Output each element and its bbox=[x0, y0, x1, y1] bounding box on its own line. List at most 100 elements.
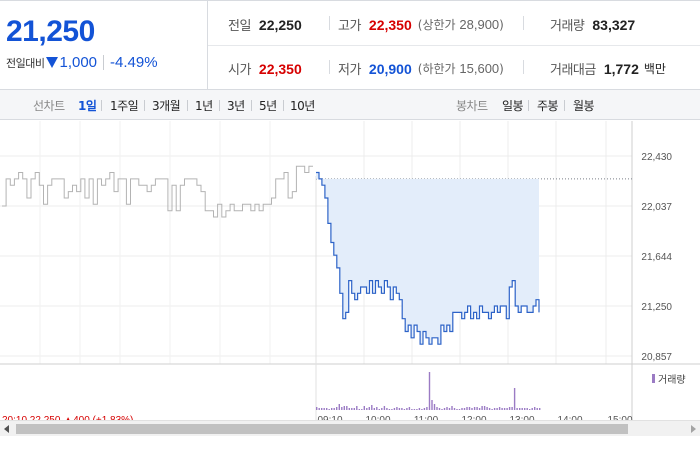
period-tab-3m[interactable]: 3개월 bbox=[152, 99, 181, 113]
period-tab-5y[interactable]: 5년 bbox=[259, 99, 277, 113]
volume-bar bbox=[461, 408, 463, 410]
period-tab-1w[interactable]: 1주일 bbox=[110, 99, 139, 113]
divider bbox=[329, 16, 330, 30]
volume-bar bbox=[416, 409, 418, 410]
upper-limit-value: 28,900 bbox=[459, 17, 500, 32]
open-stat: 시가 22,350 bbox=[228, 59, 302, 79]
volume-bar bbox=[493, 408, 496, 410]
high-label: 고가 bbox=[338, 19, 361, 34]
volume-bar bbox=[378, 409, 380, 410]
price-box: 21,250 전일대비 1,000 -4.49% bbox=[0, 1, 208, 90]
volume-stat: 거래량 83,327 bbox=[550, 15, 636, 35]
volume-bar bbox=[428, 372, 431, 410]
volume-bar bbox=[471, 408, 473, 410]
chart-horizontal-scrollbar[interactable] bbox=[0, 420, 700, 436]
volume-bar bbox=[488, 408, 491, 410]
x-tick-label: 14:00 bbox=[557, 415, 582, 420]
y-tick-label: 22,037 bbox=[641, 202, 672, 213]
volume-bar bbox=[506, 408, 508, 410]
volume-bar bbox=[418, 408, 421, 410]
nav-divider bbox=[283, 100, 284, 111]
volume-bar bbox=[473, 407, 476, 410]
x-tick-label: 10:00 bbox=[365, 415, 390, 420]
lower-limit-label: 하한가 bbox=[422, 62, 456, 76]
y-tick-label: 21,250 bbox=[641, 302, 672, 313]
scroll-right-arrow-icon[interactable] bbox=[691, 425, 696, 433]
x-tick-label: 12:00 bbox=[461, 415, 486, 420]
divider bbox=[523, 16, 524, 30]
scrollbar-thumb[interactable] bbox=[16, 424, 628, 434]
divider bbox=[329, 60, 330, 74]
series-fill-today bbox=[316, 172, 539, 345]
prev-close-label: 전일 bbox=[228, 19, 251, 34]
intraday-chart[interactable]: 22,430 22,037 21,644 21,250 20,857 거래량 09:10 10… bbox=[0, 121, 700, 420]
volume-bar bbox=[376, 407, 378, 410]
volume-legend-swatch bbox=[652, 374, 655, 383]
lower-limit-value: 15,600 bbox=[459, 61, 500, 76]
volume-bar bbox=[478, 408, 481, 410]
nav-divider bbox=[144, 100, 145, 111]
divider bbox=[523, 60, 524, 74]
volume-bar bbox=[326, 408, 328, 410]
volume-bar bbox=[441, 409, 443, 410]
volume-bar bbox=[371, 405, 373, 410]
volume-bar bbox=[501, 408, 503, 410]
volume-bar bbox=[423, 408, 426, 410]
volume-bar bbox=[336, 407, 338, 410]
prev-close-value: 22,250 bbox=[258, 16, 302, 33]
down-arrow-icon bbox=[46, 57, 59, 68]
volume-bar bbox=[431, 400, 433, 410]
nav-divider bbox=[219, 100, 220, 111]
volume-bar bbox=[361, 409, 363, 410]
series-line-previous bbox=[2, 165, 313, 218]
volume-bar bbox=[338, 404, 340, 410]
period-tab-1d[interactable]: 1일 bbox=[78, 99, 97, 113]
volume-bar bbox=[426, 407, 428, 410]
volume-bar bbox=[328, 409, 330, 410]
volume-bar bbox=[358, 409, 360, 410]
quote-panel: 21,250 전일대비 1,000 -4.49% 전일 22,250 고가 22… bbox=[0, 0, 700, 90]
volume-bar bbox=[351, 408, 353, 410]
period-tab-1y[interactable]: 1년 bbox=[195, 99, 213, 113]
volume-bar bbox=[433, 404, 436, 410]
volume-bar bbox=[526, 408, 528, 410]
volume-bar bbox=[534, 407, 536, 410]
candle-tab-daily[interactable]: 일봉 bbox=[502, 99, 524, 113]
volume-bar bbox=[398, 408, 401, 410]
volume-bar bbox=[393, 408, 396, 410]
y-tick-label: 20,857 bbox=[641, 352, 672, 363]
volume-bar bbox=[511, 407, 513, 410]
volume-bar bbox=[508, 407, 511, 410]
volume-bar bbox=[383, 406, 386, 410]
volume-bar bbox=[516, 408, 518, 410]
volume-bar bbox=[411, 409, 413, 410]
volume-bar bbox=[331, 408, 333, 410]
volume-bar bbox=[539, 408, 541, 410]
period-tab-10y[interactable]: 10년 bbox=[290, 99, 315, 113]
trade-value-label: 거래대금 bbox=[550, 63, 596, 78]
candle-chart-label: 봉차트 bbox=[456, 99, 488, 113]
volume-bar bbox=[321, 408, 323, 410]
scroll-left-arrow-icon[interactable] bbox=[4, 425, 9, 433]
low-label: 저가 bbox=[338, 63, 361, 78]
volume-bar bbox=[519, 408, 521, 410]
lower-limit: (하한가 15,600) bbox=[417, 61, 504, 76]
volume-bar bbox=[356, 406, 358, 410]
upper-limit-label: 상한가 bbox=[422, 18, 456, 32]
candle-tab-weekly[interactable]: 주봉 bbox=[537, 99, 559, 113]
chart-period-nav: 선차트 1일 1주일 3개월 1년 3년 5년 10년 봉차트 일봉 주봉 월봉 bbox=[0, 90, 700, 120]
line-chart-label: 선차트 bbox=[33, 99, 65, 113]
volume-bar bbox=[529, 409, 531, 410]
volume-bar bbox=[483, 406, 486, 410]
nav-divider bbox=[528, 100, 529, 111]
change-amount: 1,000 bbox=[59, 54, 98, 71]
current-price: 21,250 bbox=[6, 15, 95, 48]
volume-bar bbox=[531, 408, 533, 410]
volume-value: 83,327 bbox=[592, 16, 636, 33]
volume-bar bbox=[348, 408, 350, 410]
volume-bar bbox=[386, 408, 388, 410]
volume-bar bbox=[353, 408, 355, 410]
candle-tab-monthly[interactable]: 월봉 bbox=[573, 99, 595, 113]
period-tab-3y[interactable]: 3년 bbox=[227, 99, 245, 113]
volume-bar bbox=[481, 406, 483, 410]
